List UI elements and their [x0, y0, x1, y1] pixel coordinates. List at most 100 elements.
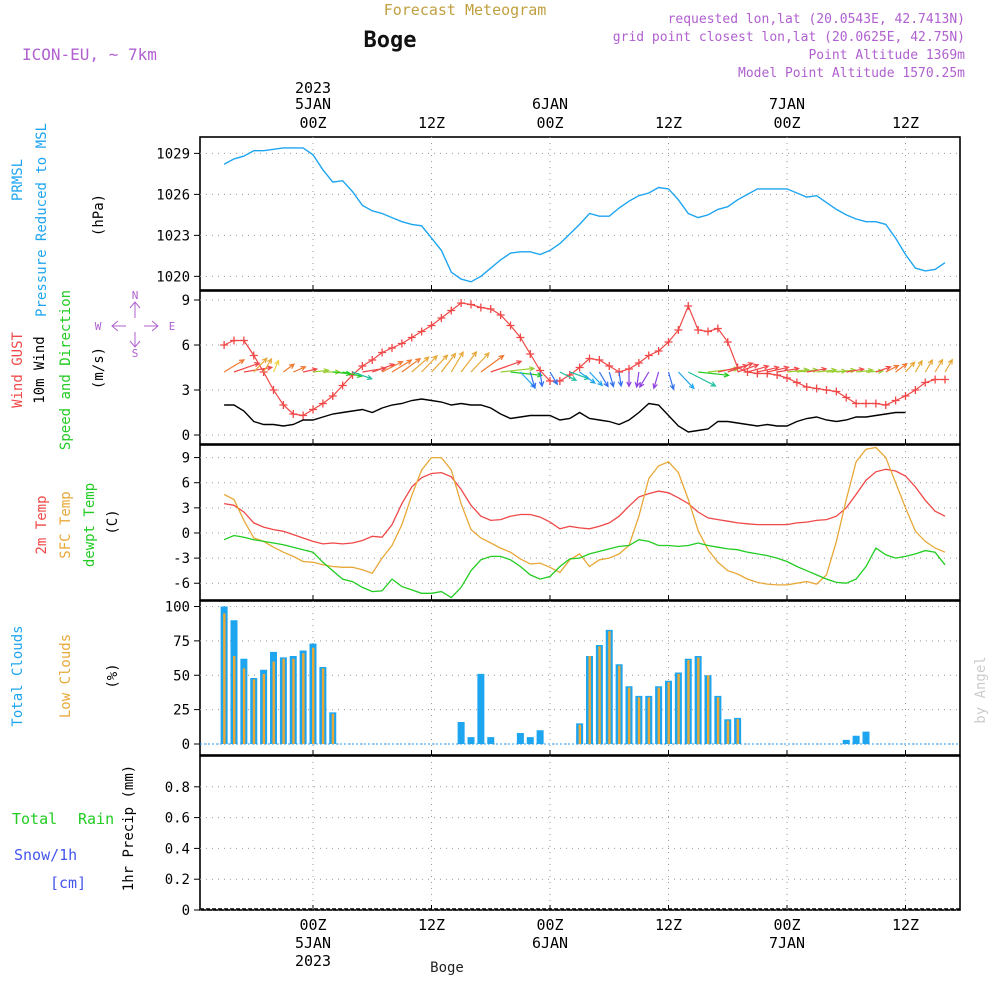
- wind-direction-arrow: [634, 371, 640, 389]
- wind-direction-arrow: [626, 372, 632, 388]
- snow-unit: [cm]: [50, 874, 86, 892]
- gust-marker: [585, 354, 594, 363]
- y-tick-label: -3: [173, 551, 190, 567]
- wind-10m-label: 10m Wind: [32, 336, 48, 403]
- gust-marker: [220, 341, 229, 349]
- y-tick-label: -6: [173, 576, 190, 592]
- low-cloud-bar: [667, 682, 670, 744]
- gust-marker: [832, 387, 841, 396]
- wind-direction-arrow: [243, 365, 274, 373]
- gust-marker: [921, 378, 930, 387]
- dewpt-line: [223, 534, 946, 599]
- low-cloud-bar: [647, 697, 651, 744]
- gust-marker: [230, 336, 238, 345]
- y-tick-label: 50: [173, 668, 190, 684]
- wind-direction-arrow: [293, 366, 307, 373]
- low-cloud-bar: [707, 675, 710, 744]
- low-cloud-bar: [282, 658, 285, 744]
- info-line-2: grid point closest lon,lat (20.0625E, 42…: [613, 30, 965, 45]
- temp-unit: (C): [105, 509, 121, 534]
- gust-marker: [476, 303, 485, 312]
- info-line-4: Model Point Altitude 1570.25m: [738, 66, 965, 81]
- y-tick-label: 3: [182, 501, 190, 517]
- wind-direction-arrow: [500, 366, 536, 373]
- wind-direction-arrow: [470, 351, 490, 373]
- gust-marker: [417, 327, 426, 336]
- gust-marker: [753, 369, 762, 378]
- y-tick-label: 0.2: [165, 872, 190, 888]
- gust-marker: [279, 401, 288, 409]
- gust-marker: [891, 396, 900, 405]
- wind-direction-arrow: [302, 367, 319, 373]
- wind-direction-arrow: [617, 371, 624, 388]
- gust-marker: [901, 392, 910, 400]
- gust-marker: [812, 384, 821, 393]
- y-tick-label: 0.4: [165, 841, 190, 857]
- wind-direction-arrow: [253, 357, 268, 373]
- y-tick-label: 0.8: [165, 780, 190, 796]
- info-line-3: Point Altitude 1369m: [808, 48, 965, 63]
- gust-marker: [684, 302, 693, 310]
- gust-marker: [931, 375, 940, 384]
- total-cloud-bar: [526, 737, 534, 744]
- temp-sfc-line: [223, 446, 946, 586]
- wind-direction-arrow: [905, 361, 916, 373]
- low-cloud-bar: [233, 656, 236, 744]
- wind-direction-arrow: [598, 371, 609, 388]
- low-clouds-label: Low Clouds: [58, 634, 74, 718]
- wind-direction-arrow: [737, 363, 760, 373]
- wind-direction-arrow: [608, 371, 615, 388]
- top-date-label: 5JAN: [295, 95, 331, 113]
- location-title: Boge: [364, 28, 417, 53]
- low-cloud-bar: [677, 673, 680, 744]
- pressure-title-1: PRMSL: [10, 159, 26, 201]
- gust-marker: [792, 378, 801, 387]
- low-cloud-bar: [598, 646, 601, 744]
- low-cloud-bar: [736, 719, 740, 744]
- wind-direction-arrow: [559, 371, 578, 381]
- top-hour-label: 00Z: [536, 114, 563, 132]
- low-cloud-bar: [726, 720, 730, 744]
- gust-marker: [358, 362, 367, 370]
- wind-direction-arrow: [875, 365, 892, 373]
- gust-marker: [506, 321, 515, 330]
- gust-marker: [526, 350, 535, 358]
- wind-direction-arrow: [589, 371, 604, 387]
- low-cloud-bar: [331, 713, 335, 744]
- y-tick-label: 9: [182, 451, 190, 467]
- gust-marker: [723, 338, 732, 346]
- wind-direction-arrow: [944, 358, 953, 373]
- chart-title: Forecast Meteogram: [384, 1, 547, 19]
- gust-marker: [783, 374, 791, 382]
- gust-marker: [249, 351, 258, 360]
- wind-direction-arrow: [549, 371, 558, 386]
- panel-frame: [199, 136, 961, 291]
- compass-rose: N S W E: [95, 289, 176, 360]
- wind-direction-arrow: [538, 371, 545, 388]
- snow-label: Snow/1h: [14, 846, 77, 864]
- clouds-unit: (%): [105, 663, 121, 688]
- y-tick-label: 0: [182, 737, 190, 753]
- wind-direction-arrow: [865, 368, 885, 375]
- wind-direction-arrow: [233, 362, 261, 373]
- low-cloud-bar: [628, 687, 631, 744]
- gust-marker: [862, 399, 870, 408]
- gust-marker: [289, 410, 298, 418]
- compass-arrows: [111, 301, 159, 348]
- wind-direction-arrow: [914, 359, 923, 373]
- footer-location: Boge: [430, 960, 464, 976]
- wind-direction-arrow: [411, 356, 430, 373]
- total-cloud-bar: [457, 722, 465, 744]
- gust-marker: [368, 356, 377, 364]
- gust-marker: [911, 386, 920, 394]
- gust-marker: [388, 344, 396, 352]
- temp-dewpt-label: dewpt Temp: [82, 483, 98, 567]
- total-cloud-bar: [862, 731, 870, 744]
- y-tick-label: 1026: [156, 187, 190, 203]
- wind-direction-arrow: [490, 360, 523, 373]
- panel-precipitation: 0 0.2 0.4 0.6 0.8: [165, 755, 961, 919]
- gust-marker: [763, 369, 772, 378]
- top-hour-label: 12Z: [655, 114, 682, 132]
